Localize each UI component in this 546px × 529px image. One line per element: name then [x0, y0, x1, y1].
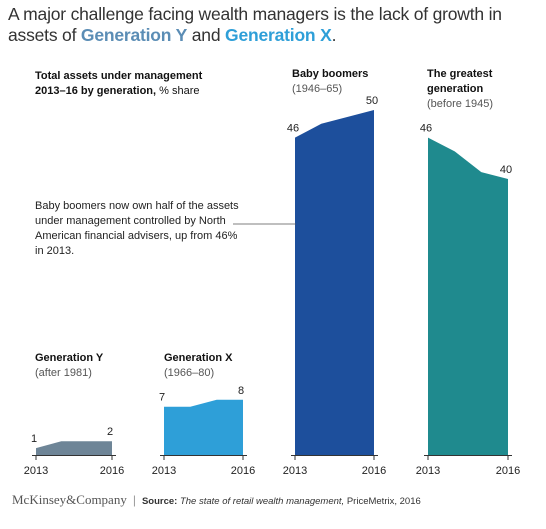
title-middle: and	[187, 25, 226, 45]
data-label-end: 8	[238, 385, 244, 397]
area-the-greatest-generation	[428, 137, 508, 455]
label-baby-boomers: Baby boomers (1946–65)	[292, 67, 412, 97]
mckinsey-logo: McKinsey&Company	[12, 492, 127, 507]
x-tick-label: 2013	[152, 465, 176, 477]
source-rest: PriceMetrix, 2016	[344, 496, 421, 507]
x-tick-label: 2016	[496, 465, 520, 477]
data-label-start: 7	[159, 392, 165, 404]
data-label-end: 50	[366, 95, 378, 107]
x-tick-label: 2016	[100, 465, 124, 477]
area-baby-boomers	[295, 110, 374, 455]
area-generation-x	[164, 399, 243, 455]
source-label: Source:	[141, 496, 178, 507]
label-name: Generation Y	[35, 352, 104, 364]
subtitle-rest: % share	[156, 85, 200, 97]
data-label-start: 1	[31, 433, 37, 445]
data-label-start: 46	[287, 123, 299, 135]
title-suffix: .	[331, 25, 337, 45]
label-name: Generation X	[164, 352, 233, 364]
data-label-end: 2	[107, 426, 113, 438]
label-years: (after 1981)	[35, 367, 92, 379]
x-tick-label: 2013	[416, 465, 440, 477]
chart-subtitle: Total assets under management 2013–16 by…	[35, 69, 235, 99]
footer: McKinsey&Company | Source: The state of re…	[12, 492, 421, 508]
title-gen-y: Generation Y	[80, 25, 188, 45]
subtitle-bold: Total assets under management 2013–16 by…	[35, 70, 203, 97]
data-label-end: 40	[500, 164, 512, 176]
label-name: The greatest generation	[427, 68, 493, 95]
x-tick-label: 2013	[283, 465, 307, 477]
label-years: (1966–80)	[164, 367, 215, 379]
chart-title: A major challenge facing wealth managers…	[8, 4, 542, 46]
source-note: Source: The state of retail wealth manag…	[142, 496, 421, 507]
boomers-annotation: Baby boomers now own half of the assets …	[35, 200, 239, 257]
label-generation-x: Generation X (1966–80)	[164, 351, 274, 381]
data-label-start: 46	[420, 123, 432, 135]
source-title: The state of retail wealth management,	[179, 496, 345, 507]
area-generation-y	[36, 441, 112, 455]
label-years: (before 1945)	[427, 98, 494, 110]
label-generation-y: Generation Y (after 1981)	[35, 351, 145, 381]
x-tick-label: 2016	[231, 465, 255, 477]
title-prefix: A major challenge facing wealth managers…	[8, 4, 502, 45]
x-tick-label: 2013	[24, 465, 48, 477]
label-years: (1946–65)	[292, 83, 343, 95]
label-name: Baby boomers	[292, 68, 369, 80]
x-tick-label: 2016	[362, 465, 386, 477]
footer-separator: |	[132, 493, 136, 507]
title-gen-x: Generation X	[225, 25, 332, 45]
label-greatest-generation: The greatest generation (before 1945)	[427, 67, 517, 112]
